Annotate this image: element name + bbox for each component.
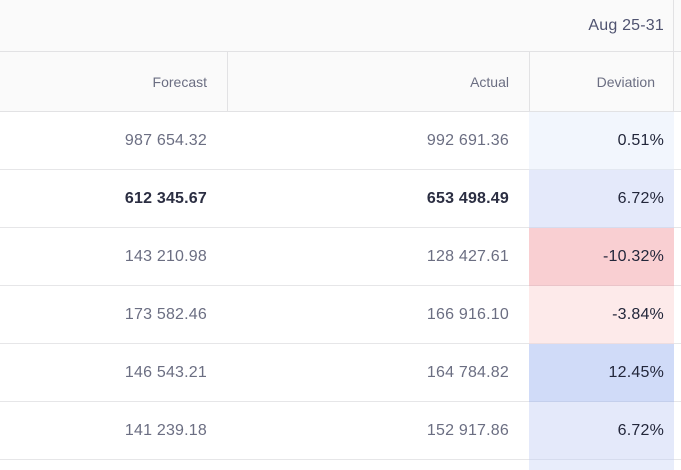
deviation-cell[interactable]: -10.32%: [529, 228, 674, 286]
column-header-sliver: [674, 52, 681, 112]
row-sliver: [674, 112, 681, 170]
actual-cell[interactable]: 164 784.82: [227, 344, 529, 402]
forecast-cell[interactable]: 987 654.32: [0, 112, 227, 170]
row-sliver: [674, 402, 681, 460]
deviation-cell[interactable]: 12.45%: [529, 344, 674, 402]
actual-cell[interactable]: 653 498.49: [227, 170, 529, 228]
period-header-cell: Aug 25-31: [0, 0, 674, 52]
partial-row-sliver: [674, 460, 681, 470]
column-header-label: Forecast: [152, 73, 207, 90]
deviation-cell[interactable]: 0.51%: [529, 112, 674, 170]
actual-cell[interactable]: 166 916.10: [227, 286, 529, 344]
row-sliver: [674, 170, 681, 228]
forecast-cell[interactable]: 173 582.46: [0, 286, 227, 344]
column-header-label: Deviation: [596, 73, 655, 90]
deviation-cell[interactable]: -3.84%: [529, 286, 674, 344]
column-header-actual: Actual: [227, 52, 529, 112]
partial-row-deviation-cell[interactable]: [529, 460, 674, 470]
partial-row-actual-cell[interactable]: [227, 460, 529, 470]
column-header-forecast: Forecast: [0, 52, 227, 112]
row-sliver: [674, 344, 681, 402]
deviation-cell[interactable]: 6.72%: [529, 402, 674, 460]
deviation-cell[interactable]: 6.72%: [529, 170, 674, 228]
period-header-sliver: [674, 0, 681, 52]
row-sliver: [674, 286, 681, 344]
actual-cell[interactable]: 152 917.86: [227, 402, 529, 460]
column-header-label: Actual: [470, 73, 509, 90]
actual-cell[interactable]: 992 691.36: [227, 112, 529, 170]
forecast-cell[interactable]: 612 345.67: [0, 170, 227, 228]
row-sliver: [674, 228, 681, 286]
column-header-deviation: Deviation: [529, 52, 674, 112]
actual-cell[interactable]: 128 427.61: [227, 228, 529, 286]
partial-row-forecast-cell[interactable]: [0, 460, 227, 470]
forecast-cell[interactable]: 141 239.18: [0, 402, 227, 460]
period-label: Aug 25-31: [588, 16, 664, 34]
forecast-cell[interactable]: 143 210.98: [0, 228, 227, 286]
forecast-cell[interactable]: 146 543.21: [0, 344, 227, 402]
